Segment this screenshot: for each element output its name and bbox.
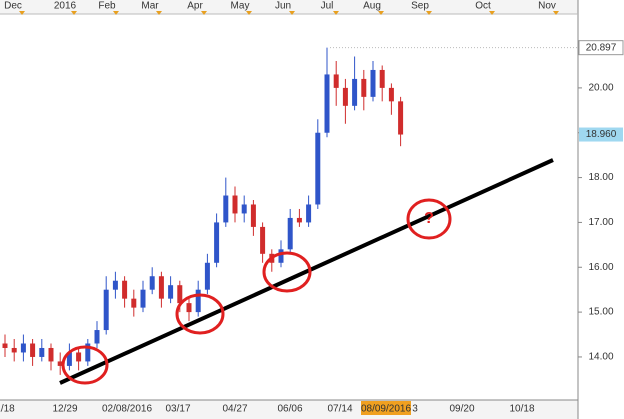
- candle-body: [186, 303, 192, 313]
- y-tick-label: 17.00: [588, 217, 613, 228]
- month-marker: [71, 11, 77, 15]
- date-label: 03/17: [165, 404, 190, 415]
- month-marker: [489, 11, 495, 15]
- candle-body: [85, 343, 91, 362]
- candle-body: [296, 217, 302, 223]
- candle-body: [306, 204, 312, 223]
- month-label: Apr: [187, 1, 203, 12]
- highlight-circle: [175, 293, 225, 335]
- date-label: 10/18: [509, 404, 534, 415]
- month-label: Nov: [538, 1, 556, 12]
- candle-body: [2, 343, 8, 348]
- candle-body: [30, 343, 36, 357]
- candle-body: [241, 204, 247, 214]
- month-label: Mar: [141, 1, 159, 12]
- month-marker: [113, 11, 119, 15]
- candle-body: [103, 289, 109, 331]
- date-label: 1/18: [0, 404, 15, 415]
- month-marker: [333, 11, 339, 15]
- last-price-label: 18.960: [586, 129, 617, 140]
- candle-body: [195, 289, 201, 313]
- candle-body: [333, 74, 339, 88]
- candle-body: [260, 226, 266, 254]
- candle-body: [112, 280, 118, 290]
- candle-body: [361, 78, 367, 97]
- candle-body: [57, 361, 63, 366]
- y-tick-label: 18.00: [588, 172, 613, 183]
- candle-body: [379, 69, 385, 88]
- highlight-circle: [406, 198, 452, 240]
- high-price-box: [578, 40, 624, 56]
- crosshair-date-box: [361, 401, 411, 415]
- top-axis-band: [0, 0, 578, 14]
- month-label: Aug: [363, 1, 381, 12]
- candle-body: [122, 280, 128, 299]
- candle-body: [223, 195, 229, 223]
- candle-body: [149, 276, 155, 290]
- candle-body: [168, 285, 174, 299]
- candle-body: [324, 74, 330, 133]
- candle-body: [158, 276, 164, 299]
- candle-body: [370, 69, 376, 97]
- month-label: 2016: [54, 1, 77, 12]
- bottom-axis-band: [0, 400, 578, 419]
- highlight-circle: [262, 251, 312, 293]
- month-marker: [289, 11, 295, 15]
- date-label: 02/08/2016: [102, 404, 152, 415]
- month-marker: [246, 11, 252, 15]
- candle-body: [398, 101, 404, 135]
- candle-body: [250, 204, 256, 227]
- month-label: May: [231, 1, 250, 12]
- month-label: Dec: [4, 1, 22, 12]
- month-marker: [156, 11, 162, 15]
- month-label: Oct: [475, 1, 491, 12]
- y-tick-label: 20.00: [588, 83, 613, 94]
- candle-body: [352, 78, 358, 106]
- date-label: 06/06: [277, 404, 302, 415]
- candle-body: [39, 347, 45, 357]
- candle-body: [342, 87, 348, 106]
- month-marker: [553, 11, 559, 15]
- date-label: 07/14: [327, 404, 352, 415]
- candle-body: [214, 222, 220, 263]
- date-label: 08/09/2016: [361, 404, 411, 415]
- candle-body: [11, 347, 17, 353]
- candle-body: [48, 347, 54, 362]
- last-price-box: [579, 127, 623, 142]
- high-price-label: 20.897: [586, 42, 617, 53]
- month-marker: [426, 11, 432, 15]
- candle-body: [20, 343, 26, 353]
- month-marker: [378, 11, 384, 15]
- y-tick-label: 15.00: [588, 307, 613, 318]
- date-label: 09/20: [449, 404, 474, 415]
- date-label: 04/27: [222, 404, 247, 415]
- month-label: Jul: [321, 1, 334, 12]
- trend-line: [59, 158, 554, 385]
- candle-body: [66, 352, 72, 366]
- date-label: 12/29: [52, 404, 77, 415]
- y-tick-label: 14.00: [588, 352, 613, 363]
- candle-body: [388, 87, 394, 102]
- candle-body: [287, 217, 293, 250]
- candle-body: [232, 195, 238, 214]
- candle-body: [76, 352, 82, 362]
- month-marker: [19, 11, 25, 15]
- month-label: Feb: [98, 1, 116, 12]
- candle-body: [177, 285, 183, 304]
- candle-body: [140, 289, 146, 308]
- candle-body: [278, 249, 284, 263]
- date-label: 3: [412, 404, 418, 415]
- highlight-circle: [61, 345, 109, 385]
- month-label: Jun: [275, 1, 291, 12]
- month-marker: [201, 11, 207, 15]
- candle-body: [94, 330, 100, 344]
- candle-body: [204, 262, 210, 290]
- annotation: ?: [424, 210, 434, 227]
- month-label: Sep: [411, 1, 429, 12]
- candle-body: [315, 132, 321, 205]
- y-tick-label: 16.00: [588, 262, 613, 273]
- candle-body: [131, 298, 137, 308]
